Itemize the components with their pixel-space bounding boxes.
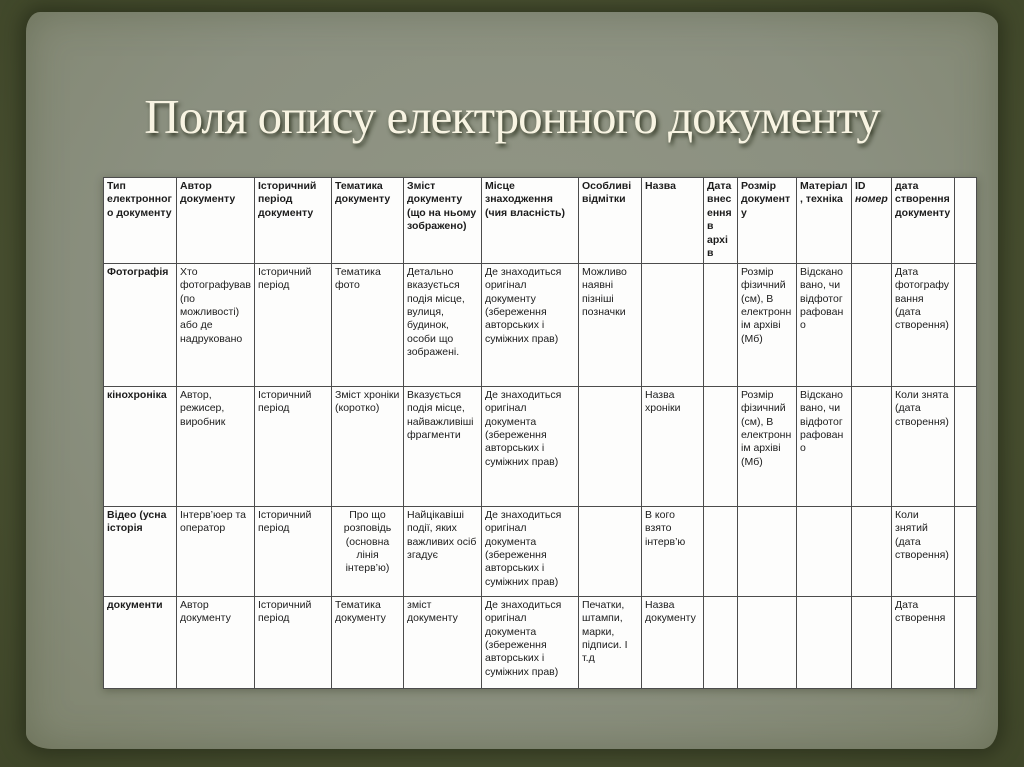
- table-cell: Тематика фото: [331, 262, 404, 387]
- table-cell: [703, 505, 738, 597]
- table-cell: Де знаходиться оригінал документа (збере…: [481, 595, 579, 689]
- row-label: Фотографія: [103, 262, 177, 387]
- table-cell: Детально вказується подія місце, вулиця,…: [403, 262, 482, 387]
- column-header: дата створення документу: [891, 177, 955, 264]
- column-header: Особливі відмітки: [578, 177, 642, 264]
- table-cell: Тематика документу: [331, 595, 404, 689]
- table-cell: Печатки, штампи, марки, підписи. І т.д: [578, 595, 642, 689]
- header-row: Тип електронного документу Автор документ…: [103, 177, 977, 264]
- table-cell: [703, 385, 738, 507]
- table-cell: [796, 595, 852, 689]
- table-row: Відео (усна історія Інтерв’юер та операто…: [103, 505, 977, 597]
- table-cell: Історичний період: [254, 262, 332, 387]
- table-cell: Історичний період: [254, 505, 332, 597]
- table-cell: Автор, режисер, виробник: [176, 385, 255, 507]
- table-cell: [703, 595, 738, 689]
- table-cell: [796, 505, 852, 597]
- table-cell: Де знаходиться оригінал документа (збере…: [481, 505, 579, 597]
- table-cell: [737, 505, 797, 597]
- table-cell: Відскановано, чи відфотографовано: [796, 262, 852, 387]
- table-cell: [851, 262, 892, 387]
- row-label: документи: [103, 595, 177, 689]
- table-cell: Де знаходиться оригінал документу (збере…: [481, 262, 579, 387]
- document-fields-table: Тип електронного документу Автор документ…: [103, 177, 977, 689]
- column-header: Матеріал, техніка: [796, 177, 852, 264]
- table-cell: [703, 262, 738, 387]
- table-cell: Розмір фізичний (см), В електроннім архі…: [737, 385, 797, 507]
- table-cell: [851, 505, 892, 597]
- table-cell: Назва документу: [641, 595, 704, 689]
- table-row: Фотографія Хто фотографував (по можливост…: [103, 262, 977, 387]
- table-row: кінохроніка Автор, режисер, виробник Істор…: [103, 385, 977, 507]
- column-header: [954, 177, 977, 264]
- table-cell: Коли знята (дата створення): [891, 385, 955, 507]
- column-header: Зміст документу (що на ньому зображено): [403, 177, 482, 264]
- column-header: Тип електронного документу: [103, 177, 177, 264]
- column-header: ID номер: [851, 177, 892, 264]
- table-cell: Розмір фізичний (см), В електроннім архі…: [737, 262, 797, 387]
- table-body: Фотографія Хто фотографував (по можливост…: [103, 262, 977, 689]
- table-cell: Зміст хроніки (коротко): [331, 385, 404, 507]
- table-cell: В кого взято інтерв’ю: [641, 505, 704, 597]
- table-cell: [578, 505, 642, 597]
- table-cell: [954, 595, 977, 689]
- slide-canvas: Поля опису електронного документу Тип ел…: [26, 12, 998, 749]
- table-cell: Найцікавіші події, яких важливих осіб зг…: [403, 505, 482, 597]
- table-cell: Де знаходиться оригінал документа (збере…: [481, 385, 579, 507]
- slide-title: Поля опису електронного документу: [144, 89, 881, 144]
- column-header: Місце знаходження (чия власність): [481, 177, 579, 264]
- column-header: Розмір документу: [737, 177, 797, 264]
- column-header: Дата внесення в архів: [703, 177, 738, 264]
- row-label: Відео (усна історія: [103, 505, 177, 597]
- table-row: документи Автор документу Історичний періо…: [103, 595, 977, 689]
- table-cell: [851, 595, 892, 689]
- table-cell: Дата фотографування (дата створення): [891, 262, 955, 387]
- table-cell: [578, 385, 642, 507]
- table-cell: [641, 262, 704, 387]
- table-cell: Про що розповідь (основна лінія інтерв’ю…: [331, 505, 404, 597]
- table-cell: Назва хроніки: [641, 385, 704, 507]
- table-cell: Автор документу: [176, 595, 255, 689]
- table-cell: Історичний період: [254, 385, 332, 507]
- table-cell: [954, 262, 977, 387]
- table-cell: Відскановано, чи відфотографовано: [796, 385, 852, 507]
- table-cell: Коли знятий (дата створення): [891, 505, 955, 597]
- table-cell: Інтерв’юер та оператор: [176, 505, 255, 597]
- column-header: Назва: [641, 177, 704, 264]
- row-label: кінохроніка: [103, 385, 177, 507]
- column-header: Автор документу: [176, 177, 255, 264]
- table-cell: [737, 595, 797, 689]
- table-cell: Дата створення: [891, 595, 955, 689]
- column-header: Тематика документу: [331, 177, 404, 264]
- table-cell: Можливо наявні пізніші позначки: [578, 262, 642, 387]
- table-cell: зміст документу: [403, 595, 482, 689]
- table-cell: Вказується подія місце, найважливіші фра…: [403, 385, 482, 507]
- table-cell: [851, 385, 892, 507]
- column-header: Історичний період документу: [254, 177, 332, 264]
- table-cell: Історичний період: [254, 595, 332, 689]
- table-cell: [954, 385, 977, 507]
- table-cell: Хто фотографував (по можливості) або де …: [176, 262, 255, 387]
- table-cell: [954, 505, 977, 597]
